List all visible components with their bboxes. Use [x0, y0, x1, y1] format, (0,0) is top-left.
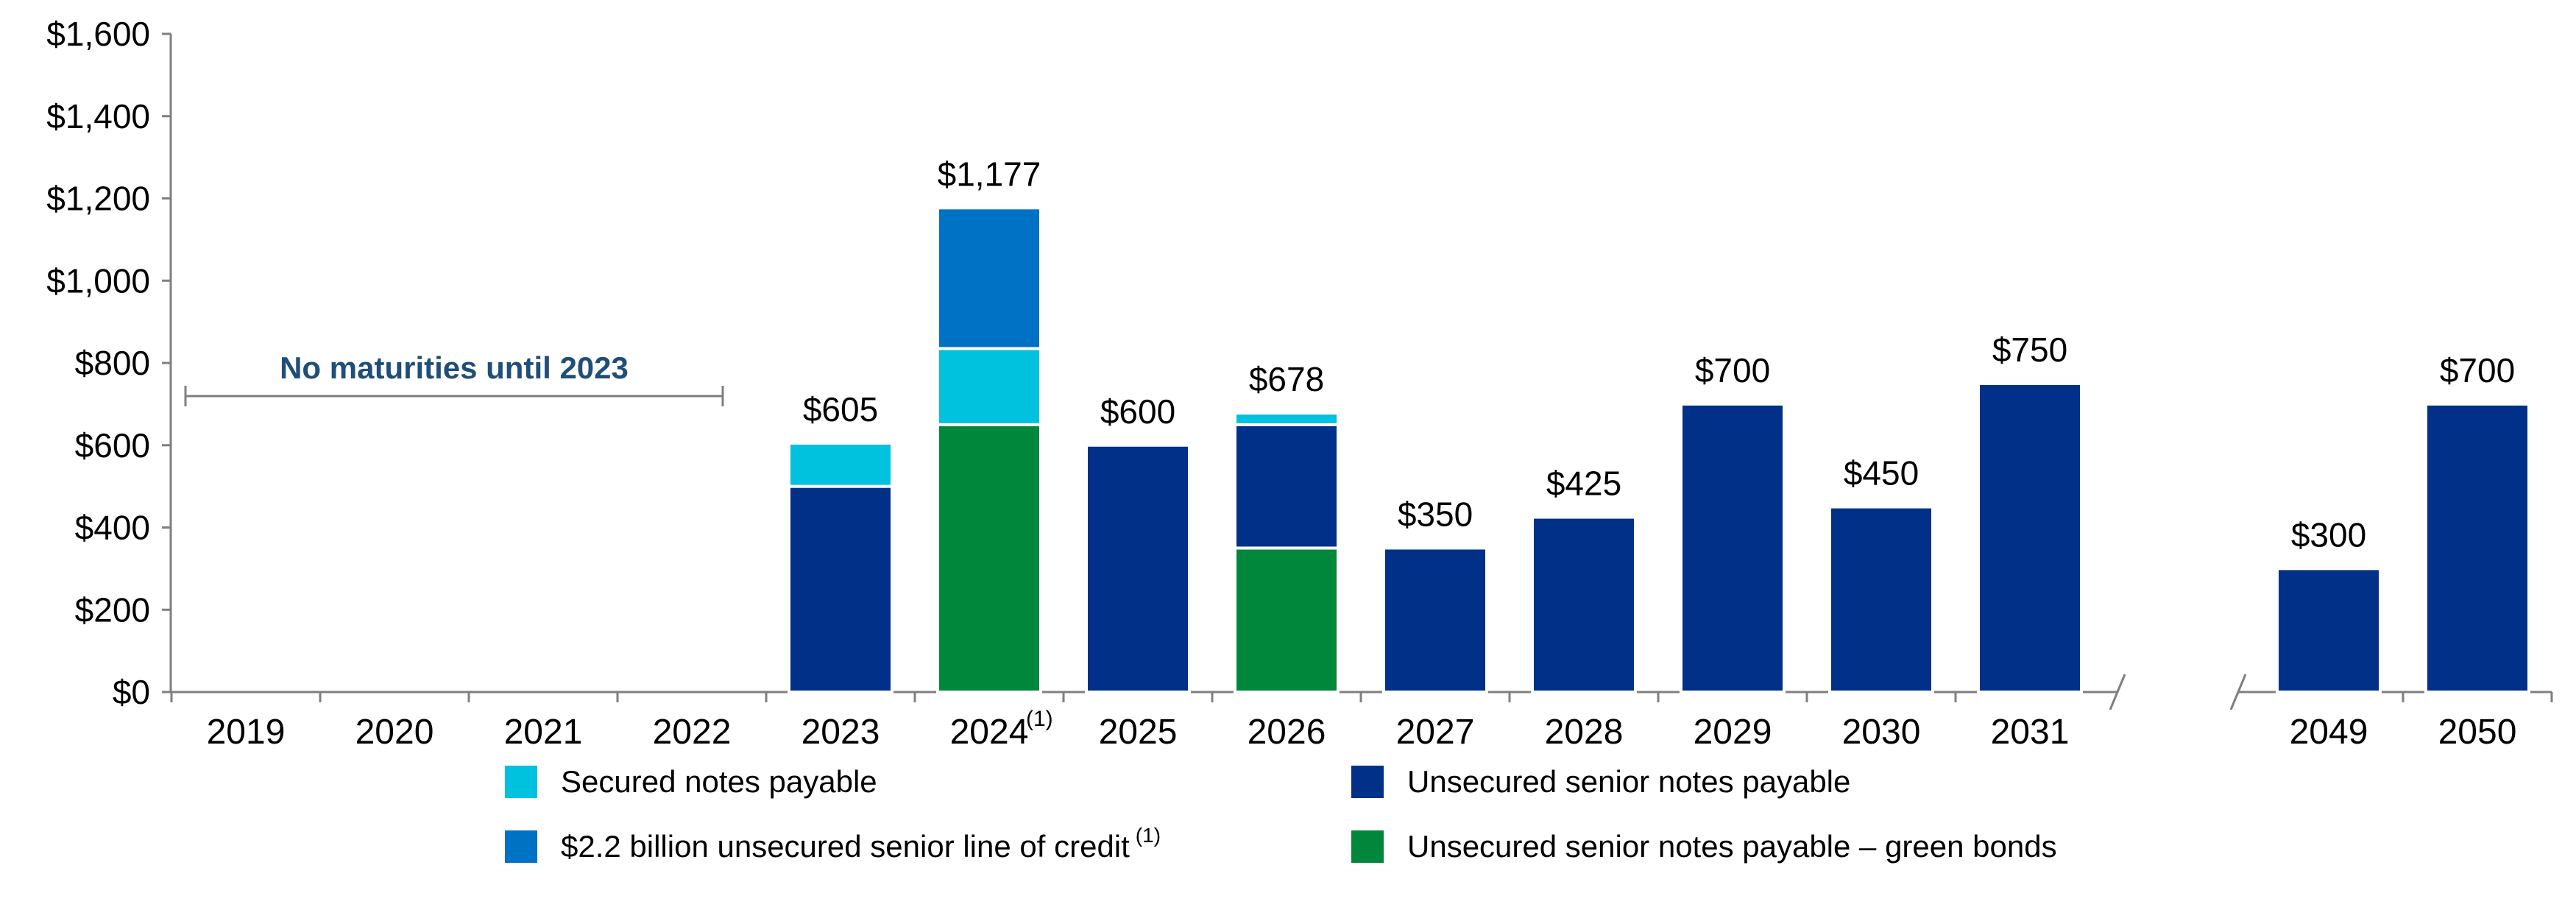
x-tick-label: 2026: [1248, 713, 1326, 752]
x-tick-label: 2020: [355, 713, 434, 752]
y-tick-label: $800: [75, 344, 150, 382]
bar-segment: [936, 423, 1042, 694]
bar-segment: [1234, 423, 1340, 550]
x-tick-label: 2031: [1991, 713, 2070, 752]
bar-segment: [788, 441, 894, 488]
x-tick-label: 2023: [802, 713, 880, 752]
total-data-label: $1,177: [938, 155, 1041, 193]
bars: [788, 206, 2530, 694]
bar-segment: [1382, 546, 1488, 694]
total-labels: $605 $1,177 $600 $678 $350 $425 $700 $450 $750 $3…: [803, 155, 2515, 554]
x-tick-label: 2027: [1396, 713, 1475, 752]
bar-segment: [1531, 515, 1637, 694]
y-tick-label: $200: [75, 590, 150, 629]
legend-superscript: (1): [1136, 824, 1161, 847]
legend-swatch: [505, 766, 537, 798]
total-data-label: $425: [1546, 465, 1621, 503]
y-tick-label: $1,400: [46, 97, 150, 135]
total-data-label: $700: [1695, 351, 1770, 389]
total-data-label: $678: [1249, 360, 1324, 398]
bar-segment: [1085, 443, 1191, 694]
y-tick-label: $600: [75, 426, 150, 465]
x-tick-label: 2019: [207, 713, 286, 752]
legend-swatch: [505, 830, 537, 863]
bar-segment: [788, 484, 894, 694]
x-tick-label: 2021: [504, 713, 583, 752]
legend-swatch: [1351, 766, 1384, 798]
y-axis: $0 $200 $400 $600 $800 $1,000 $1,200 $1,400 $1,6…: [46, 15, 172, 711]
bar-segment: [1680, 402, 1786, 694]
total-data-label: $700: [2440, 351, 2515, 389]
y-tick-label: $0: [113, 673, 150, 711]
y-tick-label: $1,200: [46, 180, 150, 218]
total-data-label: $750: [1992, 331, 2067, 369]
bar-segment: [936, 206, 1042, 350]
legend-swatch: [1351, 830, 1384, 863]
x-tick-label: 2049: [2290, 713, 2368, 752]
x-tick-superscript: (1): [1026, 707, 1053, 731]
x-tick-label: 2028: [1545, 713, 1624, 752]
total-data-label: $350: [1398, 495, 1473, 533]
x-tick-label: 2025: [1099, 713, 1178, 752]
bar-segment: [2424, 402, 2530, 694]
bar-segment: [1977, 381, 2083, 694]
legend-label: Unsecured senior notes payable: [1407, 764, 1850, 799]
legend: Secured notes payable Unsecured senior no…: [505, 764, 2057, 864]
y-tick-label: $1,000: [46, 261, 150, 300]
x-tick-label: 2029: [1694, 713, 1772, 752]
total-data-label: $300: [2291, 515, 2366, 554]
legend-label: Secured notes payable: [561, 764, 877, 799]
y-tick-label: $400: [75, 509, 150, 547]
x-tick-label: 2030: [1842, 713, 1921, 752]
bar-segment: [1828, 505, 1934, 694]
y-tick-label: $1,600: [46, 15, 150, 53]
total-data-label: $605: [803, 390, 878, 428]
bar-segment: [936, 347, 1042, 426]
legend-label: Unsecured senior notes payable – green b…: [1407, 829, 2057, 864]
axis-break-mark: [2109, 674, 2126, 710]
legend-label: $2.2 billion unsecured senior line of cr…: [561, 829, 1130, 864]
no-maturities-annotation: No maturities until 2023: [184, 350, 724, 406]
annotation-text: No maturities until 2023: [280, 350, 629, 385]
x-tick-label: 2024: [950, 713, 1029, 752]
x-tick-label: 2022: [653, 713, 732, 752]
bar-segment: [2276, 567, 2382, 694]
total-data-label: $600: [1100, 392, 1175, 431]
axis-break-mark: [2229, 674, 2247, 710]
bar-segment: [1234, 412, 1340, 426]
x-axis: 2019 2020 2021 2022 2023 2024(1) 2025 2026 2027 2…: [170, 674, 2553, 752]
total-data-label: $450: [1844, 454, 1919, 493]
bar-segment: [1234, 546, 1340, 694]
x-tick-label: 2050: [2438, 713, 2517, 752]
